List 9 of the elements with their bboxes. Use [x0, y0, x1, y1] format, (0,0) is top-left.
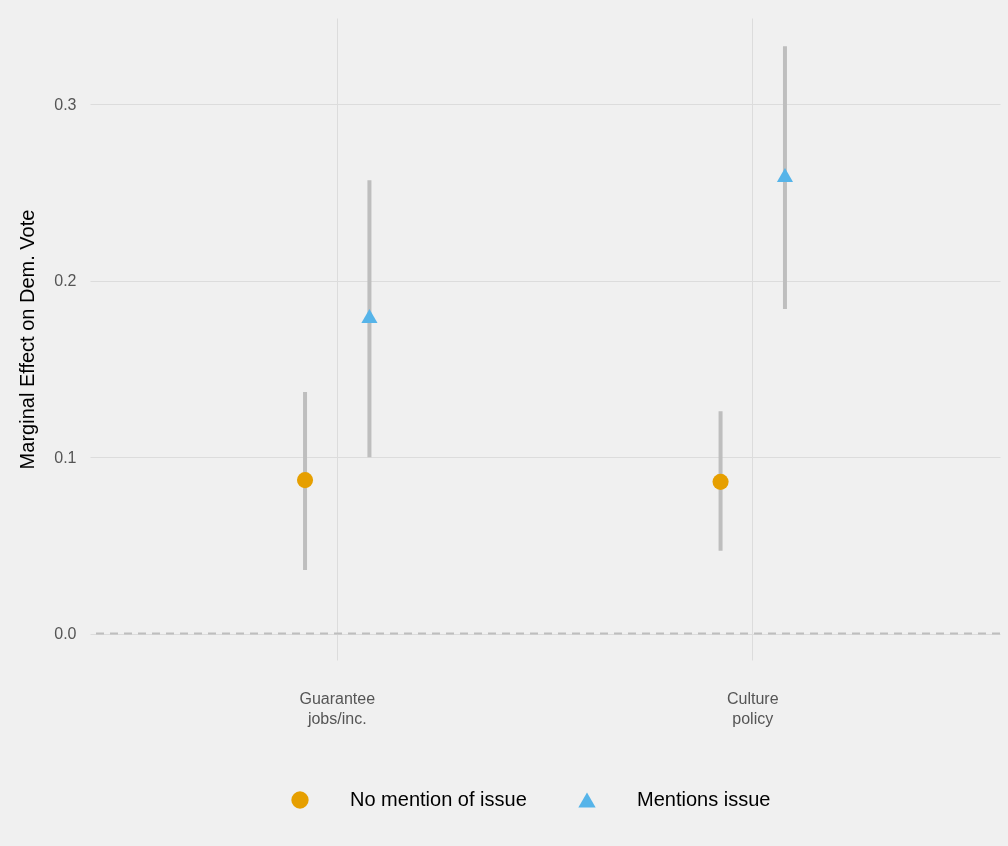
y-tick-label: 0.2 [54, 272, 77, 290]
y-axis-title: Marginal Effect on Dem. Vote [16, 209, 39, 470]
y-tick-label: 0.1 [54, 448, 77, 466]
x-tick-label: Culture policy [726, 689, 779, 727]
x-tick-label: Guarantee jobs/inc. [299, 689, 376, 727]
legend-label: Mentions issue [637, 788, 771, 810]
y-tick-label: 0.3 [54, 95, 77, 113]
legend-label: No mention of issue [350, 788, 527, 810]
y-tick-label: 0.0 [54, 625, 77, 643]
